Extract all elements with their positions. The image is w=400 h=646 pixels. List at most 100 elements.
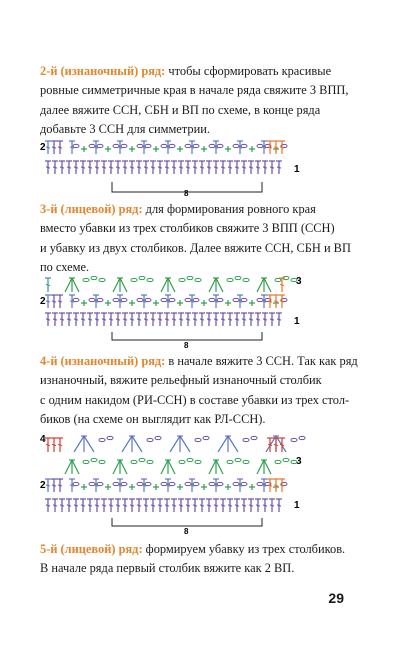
double-crochet-symbol [206, 160, 212, 174]
chain-stitch-symbol [226, 459, 234, 465]
chain-stitch-symbol [186, 457, 194, 463]
double-crochet-symbol [87, 312, 93, 326]
text-line: добавьте 3 ССН для симметрии. [40, 121, 210, 136]
double-crochet-symbol [66, 160, 72, 174]
double-crochet-symbol [73, 498, 79, 512]
double-crochet-symbol [150, 498, 156, 512]
double-crochet-symbol [69, 140, 75, 154]
double-crochet-symbol [273, 437, 279, 452]
double-crochet-symbol [273, 294, 279, 308]
chain-stitch-symbol [226, 277, 234, 283]
single-crochet-symbol [153, 300, 159, 306]
crochet-diagram-rows-1-2: 2 1 8 [40, 140, 300, 198]
paragraph-row-3: 3-й (лицевой) ряд: для формирования ровн… [40, 200, 362, 277]
double-crochet-symbol [143, 312, 149, 326]
decrease-fan-symbol [121, 435, 143, 453]
chain-stitch-symbol [242, 437, 250, 443]
double-crochet-symbol [101, 160, 107, 174]
decrease-fan-symbol [64, 277, 80, 293]
single-crochet-symbol [201, 300, 207, 306]
double-crochet-symbol [213, 478, 219, 492]
double-crochet-symbol [276, 312, 282, 326]
double-crochet-symbol [185, 160, 191, 174]
single-crochet-symbol [225, 300, 231, 306]
double-crochet-symbol [52, 312, 58, 326]
chain-stitch-symbol [250, 435, 258, 441]
double-crochet-symbol [241, 160, 247, 174]
double-crochet-symbol [129, 312, 135, 326]
repeat-count-label: 8 [184, 341, 189, 350]
double-crochet-symbol [59, 312, 65, 326]
chain-stitch-symbol [90, 275, 98, 281]
crochet-diagram-rows-1-4: 4 3 2 1 8 [40, 434, 306, 536]
chain-stitch-symbol [240, 143, 248, 149]
double-crochet-symbol [59, 160, 65, 174]
stitch-row-2 [45, 478, 288, 492]
double-crochet-symbol [267, 478, 273, 492]
text-line: биков (на схеме он выглядит как РЛ-ССН). [40, 411, 266, 426]
double-crochet-symbol [206, 498, 212, 512]
double-crochet-symbol [108, 160, 114, 174]
double-crochet-symbol [255, 160, 261, 174]
chain-stitch-symbol [280, 297, 288, 303]
chain-stitch-symbol [232, 481, 240, 487]
chain-stitch-symbol [82, 277, 90, 283]
chain-stitch-symbol [280, 481, 288, 487]
single-crochet-symbol [81, 146, 87, 152]
chain-stitch-symbol [160, 481, 168, 487]
double-crochet-symbol [69, 478, 75, 492]
double-crochet-symbol [117, 140, 123, 154]
chain-stitch-symbol [186, 275, 194, 281]
chain-stitch-symbol [240, 481, 248, 487]
chain-stitch-symbol [144, 481, 152, 487]
double-crochet-symbol [234, 312, 240, 326]
double-crochet-symbol [213, 312, 219, 326]
chain-stitch-symbol [290, 437, 298, 443]
chain-stitch-symbol [264, 143, 272, 149]
chain-stitch-symbol [290, 277, 298, 283]
single-crochet-symbol [249, 146, 255, 152]
decrease-fan-symbol [208, 459, 224, 475]
decrease-fan-symbol [112, 277, 128, 293]
double-crochet-symbol [267, 140, 273, 154]
double-crochet-symbol [141, 294, 147, 308]
chain-stitch-symbol [120, 481, 128, 487]
chain-stitch-symbol [192, 143, 200, 149]
double-crochet-symbol [237, 478, 243, 492]
double-crochet-symbol [192, 160, 198, 174]
chain-stitch-symbol [96, 297, 104, 303]
double-crochet-symbol [279, 437, 285, 452]
single-crochet-symbol [129, 300, 135, 306]
double-crochet-symbol [45, 312, 51, 326]
double-crochet-symbol [143, 160, 149, 174]
double-crochet-symbol [213, 140, 219, 154]
repeat-bracket [111, 182, 263, 193]
single-crochet-symbol [105, 484, 111, 490]
double-crochet-symbol [261, 140, 267, 154]
double-crochet-symbol [189, 140, 195, 154]
double-crochet-symbol [73, 312, 79, 326]
chain-stitch-symbol [112, 481, 120, 487]
chain-stitch-symbol [178, 459, 186, 465]
decrease-fan-symbol [208, 277, 224, 293]
double-crochet-symbol [69, 294, 75, 308]
paragraph-row-2: 2-й (изнаночный) ряд: чтобы сформировать… [40, 62, 362, 139]
decrease-fan-symbol [64, 459, 80, 475]
double-crochet-symbol [66, 312, 72, 326]
chain-stitch-symbol [178, 277, 186, 283]
chain-stitch-symbol [194, 437, 202, 443]
double-crochet-symbol [45, 277, 51, 292]
double-crochet-symbol [51, 478, 57, 492]
double-crochet-symbol [185, 312, 191, 326]
chain-stitch-symbol [130, 459, 138, 465]
single-crochet-symbol [105, 300, 111, 306]
double-crochet-symbol [93, 140, 99, 154]
double-crochet-symbol [45, 140, 51, 154]
chain-stitch-symbol [98, 277, 106, 283]
chain-stitch-symbol [154, 435, 162, 441]
double-crochet-symbol [94, 498, 100, 512]
double-crochet-symbol [122, 312, 128, 326]
double-crochet-symbol [80, 498, 86, 512]
row-number-label: 1 [294, 164, 300, 175]
chain-stitch-symbol [168, 143, 176, 149]
